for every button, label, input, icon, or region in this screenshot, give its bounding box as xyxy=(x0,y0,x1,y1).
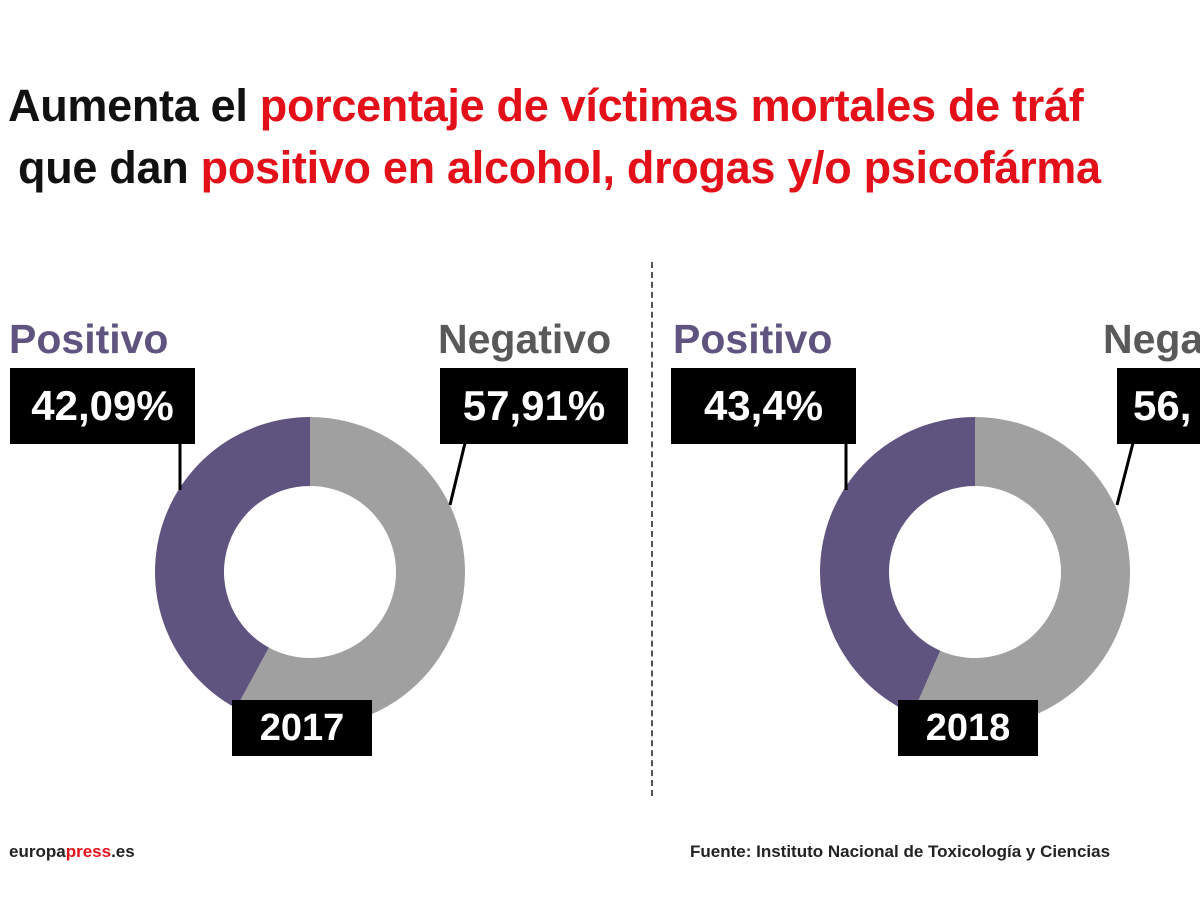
source-note: Fuente: Instituto Nacional de Toxicologí… xyxy=(690,842,1111,861)
title-red-part: positivo en alcohol, drogas y/o psicofár… xyxy=(200,142,1101,193)
label-positivo-2018: Positivo xyxy=(673,316,833,362)
year-label-2017: 2017 xyxy=(232,700,372,756)
leader-line-negativo-2018 xyxy=(1115,442,1135,506)
brand-part: europa xyxy=(9,842,66,861)
donut-slice-positivo-2017 xyxy=(155,417,310,709)
divider-dashed xyxy=(651,262,653,796)
label-positivo-2017: Positivo xyxy=(9,316,169,362)
value-negativo-2017: 57,91% xyxy=(440,368,628,444)
donut-slice-positivo-2018 xyxy=(820,417,975,714)
brand-part: .es xyxy=(111,842,135,861)
title-line-2: que dan positivo en alcohol, drogas y/o … xyxy=(18,142,1101,194)
label-negativo-2017: Negativo xyxy=(438,316,612,362)
value-positivo-2018: 43,4% xyxy=(671,368,856,444)
label-negativo-2018: Nega xyxy=(1103,316,1200,362)
title-red-part: porcentaje de víctimas mortales de tráf xyxy=(259,80,1084,131)
year-label-2018: 2018 xyxy=(898,700,1038,756)
brand-part: press xyxy=(65,842,112,861)
brand-logo: europapress.es xyxy=(9,842,135,862)
title-black-part: Aumenta el xyxy=(8,80,248,131)
value-negativo-2018: 56, xyxy=(1117,368,1200,444)
title-line-1: Aumenta el porcentaje de víctimas mortal… xyxy=(8,80,1084,132)
title-black-part: que dan xyxy=(18,142,189,193)
value-positivo-2017: 42,09% xyxy=(10,368,195,444)
leader-line-negativo-2017 xyxy=(448,442,467,506)
donut-slice-negativo-2017 xyxy=(236,417,466,728)
donut-slice-negativo-2018 xyxy=(912,417,1130,728)
